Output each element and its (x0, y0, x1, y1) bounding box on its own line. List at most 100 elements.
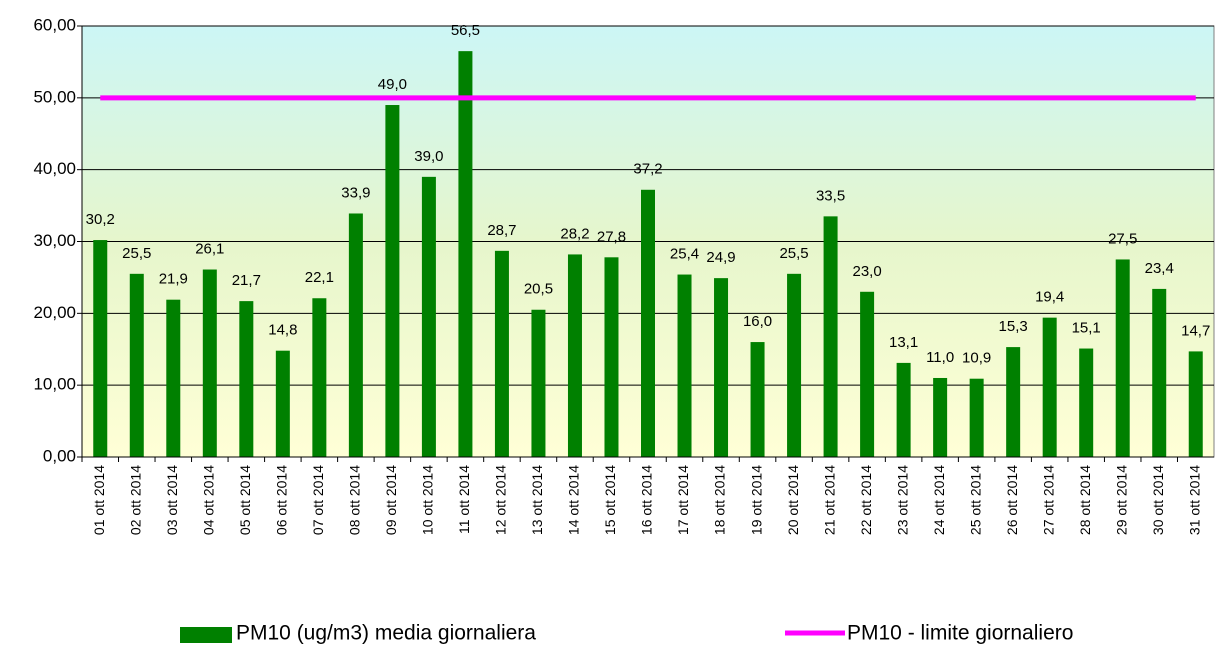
bar (1152, 288, 1167, 457)
bar (494, 250, 509, 457)
bar (823, 216, 838, 457)
value-label: 28,7 (487, 222, 516, 239)
bar (1042, 317, 1057, 457)
value-label: 21,9 (159, 271, 188, 288)
x-tick-label: 27 ott 2014 (1040, 465, 1056, 535)
x-tick-label: 31 ott 2014 (1186, 465, 1202, 535)
bar (385, 105, 400, 458)
x-tick-label: 14 ott 2014 (566, 465, 582, 535)
value-label: 33,5 (816, 187, 845, 204)
y-tick-label: 40,00 (33, 159, 76, 178)
x-tick-label: 08 ott 2014 (347, 465, 363, 535)
x-tick-label: 03 ott 2014 (164, 465, 180, 535)
value-label: 21,7 (232, 272, 261, 289)
value-label: 19,4 (1035, 289, 1064, 306)
y-tick-label: 0,00 (43, 446, 76, 465)
value-label: 25,5 (122, 245, 151, 262)
y-tick-label: 10,00 (33, 375, 76, 394)
x-tick-label: 13 ott 2014 (529, 465, 545, 535)
bar (202, 269, 217, 457)
y-tick-label: 60,00 (33, 15, 76, 34)
y-tick-label: 50,00 (33, 87, 76, 106)
value-label: 14,8 (268, 322, 297, 339)
x-tick-label: 28 ott 2014 (1077, 465, 1093, 535)
x-tick-label: 25 ott 2014 (967, 465, 983, 535)
x-tick-label: 24 ott 2014 (931, 465, 947, 535)
value-label: 22,1 (305, 269, 334, 286)
x-tick-label: 22 ott 2014 (858, 465, 874, 535)
x-tick-label: 20 ott 2014 (785, 465, 801, 535)
value-label: 24,9 (706, 249, 735, 266)
bar (1188, 351, 1203, 457)
bar (677, 274, 692, 457)
value-label: 25,5 (779, 245, 808, 262)
bar (348, 213, 363, 457)
value-label: 27,8 (597, 228, 626, 245)
bar (1079, 348, 1094, 457)
x-tick-label: 30 ott 2014 (1150, 465, 1166, 535)
value-label: 15,1 (1072, 320, 1101, 337)
bar (531, 309, 546, 457)
value-label: 23,0 (852, 263, 881, 280)
legend-swatch (180, 627, 232, 643)
value-label: 28,2 (560, 225, 589, 242)
value-label: 30,2 (86, 211, 115, 228)
bar (933, 377, 948, 457)
x-tick-label: 02 ott 2014 (127, 465, 143, 535)
value-label: 15,3 (999, 318, 1028, 335)
x-tick-label: 04 ott 2014 (201, 465, 217, 535)
value-label: 56,5 (451, 22, 480, 39)
bar (896, 362, 911, 457)
x-tick-label: 21 ott 2014 (821, 465, 837, 535)
x-tick-label: 10 ott 2014 (420, 465, 436, 535)
value-label: 20,5 (524, 281, 553, 298)
x-tick-label: 12 ott 2014 (493, 465, 509, 535)
x-tick-label: 07 ott 2014 (310, 465, 326, 535)
bar (93, 240, 108, 457)
x-tick-label: 26 ott 2014 (1004, 465, 1020, 535)
bar (604, 257, 619, 457)
bar (714, 278, 729, 457)
value-label: 10,9 (962, 350, 991, 367)
x-tick-label: 19 ott 2014 (748, 465, 764, 535)
value-label: 39,0 (414, 148, 443, 165)
value-label: 33,9 (341, 184, 370, 201)
x-tick-label: 09 ott 2014 (383, 465, 399, 535)
bar (969, 378, 984, 457)
bar (239, 301, 254, 457)
bar (458, 51, 473, 458)
x-tick-label: 23 ott 2014 (894, 465, 910, 535)
value-label: 25,4 (670, 246, 699, 263)
x-tick-label: 05 ott 2014 (237, 465, 253, 535)
value-label: 13,1 (889, 334, 918, 351)
x-tick-label: 16 ott 2014 (639, 465, 655, 535)
legend-label: PM10 - limite giornaliero (847, 622, 1073, 645)
bar (1006, 347, 1021, 457)
value-label: 27,5 (1108, 230, 1137, 247)
value-label: 11,0 (926, 349, 954, 366)
value-label: 26,1 (195, 240, 224, 257)
x-tick-label: 29 ott 2014 (1113, 465, 1129, 535)
x-tick-label: 01 ott 2014 (91, 465, 107, 535)
x-tick-label: 18 ott 2014 (712, 465, 728, 535)
bar (860, 291, 875, 457)
bar (1115, 259, 1130, 457)
bar (567, 254, 582, 457)
bar (166, 299, 181, 457)
bar (641, 189, 655, 457)
bar (129, 273, 144, 457)
bar (312, 298, 327, 457)
y-tick-label: 30,00 (33, 231, 76, 250)
legend-label: PM10 (ug/m3) media giornaliera (236, 622, 536, 645)
bar (421, 176, 436, 457)
value-label: 14,7 (1181, 322, 1210, 339)
bar (275, 350, 290, 457)
x-tick-label: 11 ott 2014 (456, 465, 472, 534)
value-label: 16,0 (743, 313, 772, 330)
x-tick-label: 06 ott 2014 (274, 465, 290, 535)
bar (787, 273, 802, 457)
value-label: 23,4 (1145, 260, 1174, 277)
y-tick-label: 20,00 (33, 303, 76, 322)
value-label: 37,2 (633, 161, 662, 178)
